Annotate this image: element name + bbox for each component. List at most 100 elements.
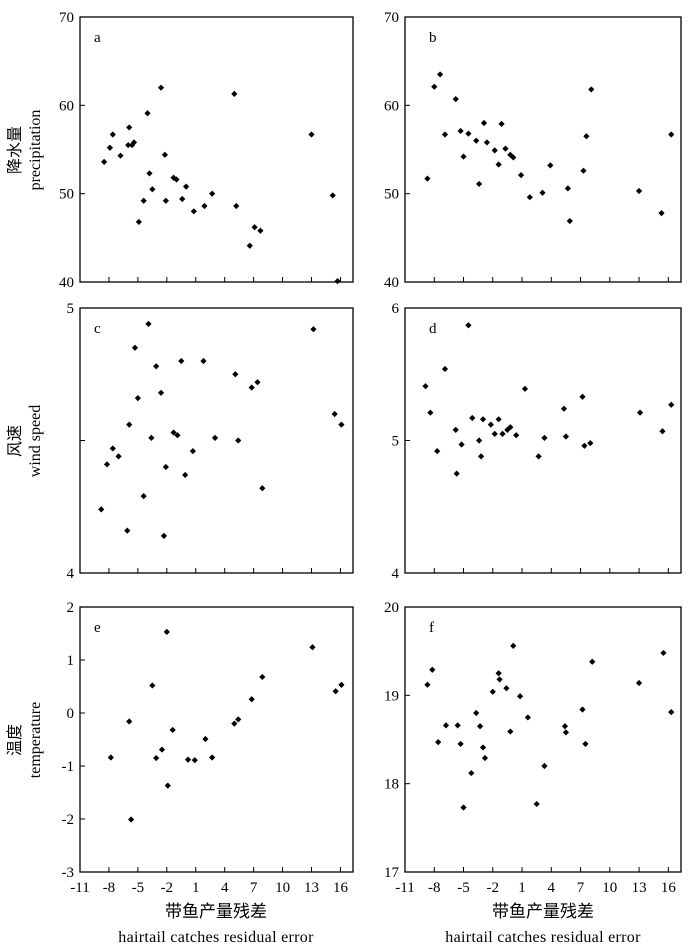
panel-b-data-point (480, 119, 488, 127)
panel-c-data-point (170, 429, 177, 436)
panel-f-data-point (635, 679, 643, 687)
panel-e-data-point (126, 718, 133, 725)
panel-e-data-point (309, 644, 316, 651)
panel-b-data-point (510, 154, 517, 161)
panel-e-ytick-label: 2 (67, 600, 75, 616)
panel-b-data-point (635, 187, 643, 195)
panel-a-data-point (157, 84, 165, 91)
panel-c-data-point (310, 326, 317, 333)
panel-e-ytick-label: 0 (67, 706, 75, 722)
panel-d-data-point (668, 401, 675, 408)
panel-e-ylabel-en: temperature (27, 702, 44, 778)
panel-d-data-point (495, 416, 502, 423)
panel-a-data-point (201, 202, 208, 210)
panel-d-data-point (581, 442, 588, 449)
panel-e-data-point (191, 757, 198, 764)
x-title-en-left: hairtail catches residual error (118, 929, 314, 946)
panel-c-data-point (259, 485, 266, 492)
panel-c-data-point (153, 363, 160, 370)
panel-b-data-point (539, 189, 546, 196)
panel-d-frame (404, 307, 682, 574)
panel-b-data-point (498, 120, 505, 127)
panel-b-data-point (502, 145, 509, 152)
panel-a-data-point (231, 90, 238, 97)
panel-e-xtick-label: 1 (192, 880, 200, 896)
panel-e-xtick-label: 16 (333, 880, 349, 896)
panel-a-ytick-label: 40 (59, 275, 74, 291)
panel-e-xtick-label: 7 (250, 880, 258, 896)
panel-b-data-point (424, 175, 431, 182)
panel-b-data-point (473, 137, 480, 144)
panel-e-data-point (332, 688, 339, 695)
panel-a-ylabel-en: precipitation (27, 110, 44, 191)
panel-d-data-point (587, 440, 594, 447)
panel-a-data-point (101, 158, 108, 165)
panel-c-data-point (232, 371, 239, 378)
panel-f-xtick-label: -11 (395, 880, 414, 896)
panel-b-data-point (476, 180, 483, 188)
panel-d-data-point (465, 322, 472, 329)
panel-f-xtick-label: 13 (632, 880, 647, 896)
panel-a-data-point (246, 242, 253, 249)
panel-b-data-point (668, 131, 675, 138)
panel-f-data-point (496, 676, 503, 683)
panel-b-data-point (658, 210, 665, 217)
panel-c-data-point (98, 506, 105, 513)
panel-f-xtick-label: -2 (487, 880, 500, 896)
panel-c-data-point (140, 493, 147, 500)
panel-a-data-point (146, 170, 153, 177)
panel-b-data-point (491, 147, 498, 154)
panel-a-data-point (109, 131, 116, 138)
panel-f-data-point (460, 804, 467, 811)
x-title-en-right: hairtail catches residual error (445, 929, 641, 946)
panel-e-xtick-label: -2 (161, 880, 174, 896)
panel-f-xtick-label: 7 (577, 880, 585, 896)
panel-e-data-point (231, 720, 238, 727)
panel-d-data-point (513, 432, 520, 439)
panel-c-ylabel-cn: 风速 (6, 425, 24, 457)
panel-c-data-point (157, 389, 165, 396)
panel-c-data-point (200, 357, 207, 365)
panel-c-ylabel-en: wind speed (27, 405, 44, 477)
panel-c-data-point (248, 384, 255, 391)
panel-f-data-point (533, 800, 540, 808)
panel-d-data-point (458, 441, 465, 448)
panel-c-data-point (134, 395, 141, 402)
panel-d-data-point (453, 470, 460, 477)
panel-c-data-point (254, 379, 261, 386)
panel-d-data-point (560, 405, 568, 412)
panel-a-data-point (140, 197, 147, 204)
panel-d-ytick-label: 6 (392, 301, 400, 317)
panel-c-data-point (235, 437, 242, 444)
panel-f-xtick-label: 16 (661, 880, 677, 896)
panel-a-ytick-label: 50 (59, 187, 74, 203)
panel-a-data-point (251, 224, 258, 231)
panel-c-data-point (178, 357, 185, 365)
panel-a-data-point (149, 186, 156, 193)
panel-c-frame (79, 307, 354, 574)
panel-d-data-point (579, 393, 586, 400)
panel-f-data-point (454, 722, 461, 729)
panel-d-data-point (434, 448, 441, 455)
panel-c-ytick-label: 4 (67, 566, 75, 582)
panel-f-data-point (442, 722, 450, 729)
panel-d-data-point (452, 426, 459, 433)
panel-f-data-point (495, 670, 502, 677)
panel-d-data-point (659, 428, 666, 435)
panel-f-data-point (510, 642, 517, 649)
panel-c-data-point (131, 344, 139, 351)
panel-f-data-point (435, 739, 442, 746)
panel-d-ytick-label: 4 (392, 566, 400, 582)
panel-b-ytick-label: 40 (384, 275, 399, 291)
panel-b-ytick-label: 50 (384, 187, 399, 203)
panel-e-data-point (184, 756, 192, 763)
panel-d-ytick-label: 5 (392, 434, 400, 450)
panel-c-ytick-label: 5 (67, 301, 75, 317)
panel-a-data-point (106, 144, 114, 151)
panel-c-data-point (115, 453, 122, 460)
panel-d-label: d (429, 321, 437, 337)
panel-b-label: b (429, 30, 437, 46)
panel-f-xtick-label: -8 (428, 880, 441, 896)
panel-f-data-point (516, 693, 524, 700)
panel-f-data-point (479, 744, 487, 751)
